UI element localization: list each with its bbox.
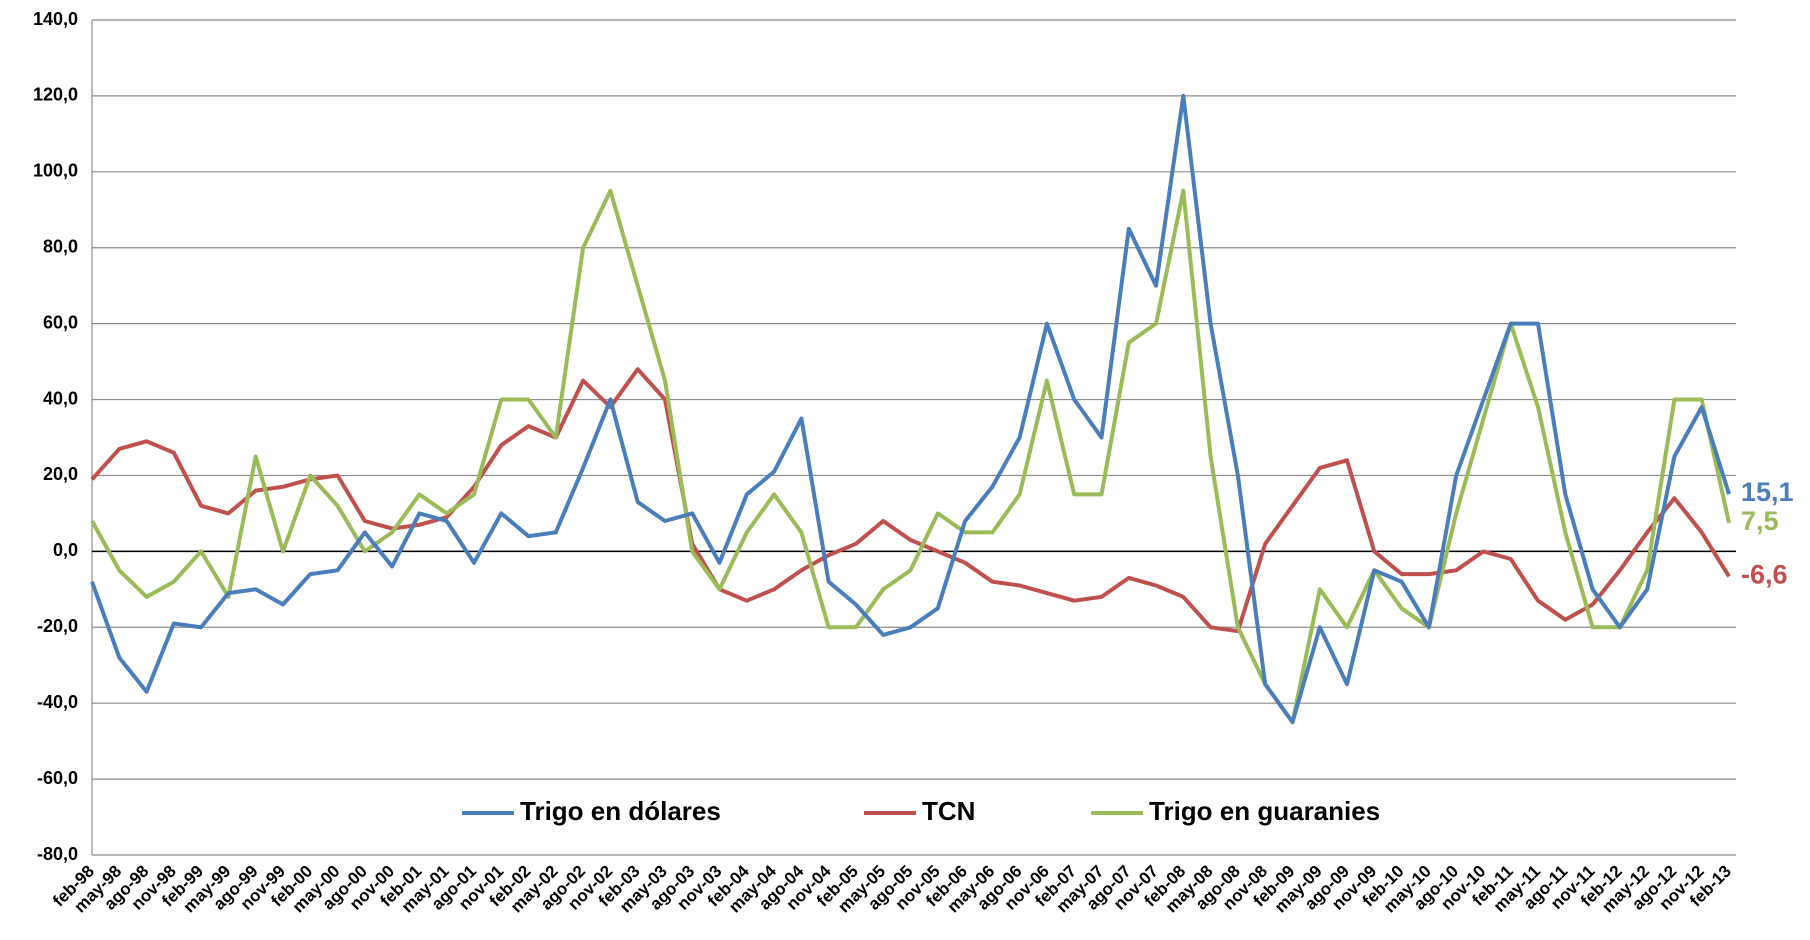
end-label: -6,6 bbox=[1741, 560, 1788, 590]
y-tick-label: 20,0 bbox=[43, 464, 78, 484]
y-tick-label: -60,0 bbox=[37, 768, 78, 788]
y-tick-label: -40,0 bbox=[37, 692, 78, 712]
legend-label: Trigo en dólares bbox=[520, 796, 721, 826]
end-label: 7,5 bbox=[1741, 506, 1779, 536]
legend-label: Trigo en guaranies bbox=[1149, 796, 1380, 826]
y-tick-label: 80,0 bbox=[43, 236, 78, 256]
y-tick-label: 140,0 bbox=[33, 9, 78, 29]
y-tick-label: 100,0 bbox=[33, 161, 78, 181]
y-tick-label: -80,0 bbox=[37, 844, 78, 864]
end-label: 15,1 bbox=[1741, 477, 1794, 507]
y-tick-label: 0,0 bbox=[53, 540, 78, 560]
y-tick-label: -20,0 bbox=[37, 616, 78, 636]
legend-label: TCN bbox=[922, 796, 975, 826]
series-line bbox=[90, 188, 1731, 725]
series-line bbox=[90, 367, 1731, 634]
y-tick-label: 60,0 bbox=[43, 312, 78, 332]
y-tick-label: 120,0 bbox=[33, 85, 78, 105]
series-line bbox=[90, 93, 1731, 725]
y-tick-label: 40,0 bbox=[43, 388, 78, 408]
